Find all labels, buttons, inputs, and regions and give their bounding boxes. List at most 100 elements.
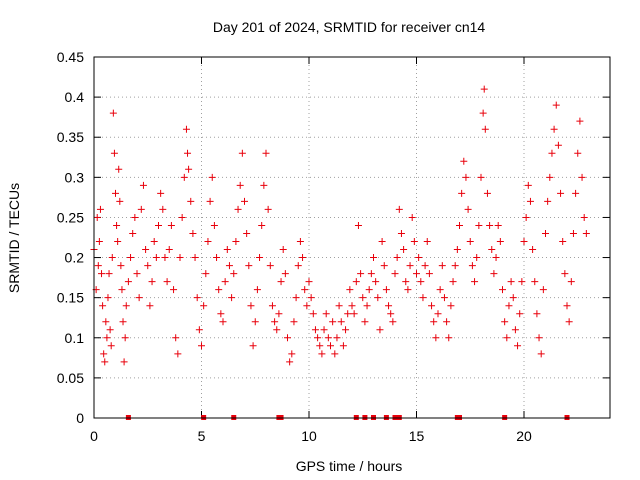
data-point [101, 358, 109, 366]
data-point [492, 254, 500, 262]
data-point [294, 262, 302, 270]
data-point [193, 294, 201, 302]
axis-ticks: 0 0.05 0.1 0.15 0.2 0.25 0.3 0.35 0.4 0.45 0 5 10 15 2… [57, 49, 610, 444]
data-point [228, 294, 236, 302]
data-point [352, 278, 360, 286]
data-point [354, 221, 362, 229]
data-point [389, 318, 397, 326]
data-point [434, 310, 442, 318]
data-point [415, 254, 423, 262]
data-point [142, 246, 150, 254]
data-point [445, 334, 453, 342]
y-tick-label: 0.45 [57, 49, 84, 65]
data-point [281, 270, 289, 278]
y-tick-label: 0.4 [65, 89, 85, 105]
data-point [337, 318, 345, 326]
data-point [440, 294, 448, 302]
y-tick-label: 0.35 [57, 129, 84, 145]
data-point [346, 286, 354, 294]
data-point [127, 254, 135, 262]
data-point [419, 294, 427, 302]
data-point [296, 238, 304, 246]
data-point [243, 229, 251, 237]
data-point [318, 350, 326, 358]
data-point [468, 262, 476, 270]
y-tick-label: 0.3 [65, 169, 85, 185]
data-point [561, 270, 569, 278]
y-tick-label: 0.05 [57, 370, 84, 386]
data-point [572, 189, 580, 197]
data-point [380, 262, 388, 270]
data-point [106, 326, 114, 334]
data-point [387, 310, 395, 318]
data-point [480, 85, 488, 93]
data-point [100, 350, 108, 358]
data-point [165, 246, 173, 254]
data-point [488, 246, 496, 254]
data-point [576, 117, 584, 125]
data-point [483, 189, 491, 197]
y-tick-label: 0.15 [57, 290, 84, 306]
data-point [113, 221, 121, 229]
data-point [327, 342, 334, 350]
data-point [520, 238, 528, 246]
data-point [180, 173, 188, 181]
data-point [421, 262, 429, 270]
data-point [410, 238, 418, 246]
data-point [430, 318, 438, 326]
data-point [378, 238, 386, 246]
data-point [131, 213, 139, 221]
data-point [449, 278, 457, 286]
data-point [324, 334, 332, 342]
data-point [471, 278, 479, 286]
data-point [542, 229, 549, 237]
data-point [462, 173, 470, 181]
data-point [110, 149, 118, 157]
data-point [563, 302, 571, 310]
data-point [202, 270, 210, 278]
data-point [247, 302, 255, 310]
data-point [178, 213, 186, 221]
data-point [182, 125, 190, 133]
data-point [524, 181, 532, 189]
data-point [292, 294, 300, 302]
data-point [119, 318, 127, 326]
data-point [460, 157, 468, 165]
data-point [518, 278, 526, 286]
data-point [550, 125, 558, 133]
data-point [206, 197, 214, 205]
data-point [400, 246, 408, 254]
data-point [172, 334, 180, 342]
data-point [374, 294, 382, 302]
data-point [417, 278, 425, 286]
data-point [309, 310, 317, 318]
data-point [277, 278, 285, 286]
data-point [509, 294, 517, 302]
data-point [404, 286, 412, 294]
data-point [161, 254, 169, 262]
data-point [335, 302, 343, 310]
data-point [208, 173, 216, 181]
data-point [96, 205, 104, 213]
data-point [473, 254, 481, 262]
data-point [189, 229, 197, 237]
data-point [217, 310, 225, 318]
data-point [116, 197, 124, 205]
data-point [104, 294, 112, 302]
data-point [316, 342, 324, 350]
data-point [486, 221, 494, 229]
data-point [107, 342, 115, 350]
y-tick-label: 0.2 [65, 250, 85, 266]
data-point [406, 262, 414, 270]
data-point [273, 326, 281, 334]
data-point [516, 310, 524, 318]
data-point [569, 229, 577, 237]
data-point [245, 262, 253, 270]
data-point [539, 286, 547, 294]
data-point [311, 326, 319, 334]
data-point [303, 302, 311, 310]
data-point [481, 125, 489, 133]
data-point [432, 334, 440, 342]
data-point [288, 350, 296, 358]
data-point [544, 197, 552, 205]
